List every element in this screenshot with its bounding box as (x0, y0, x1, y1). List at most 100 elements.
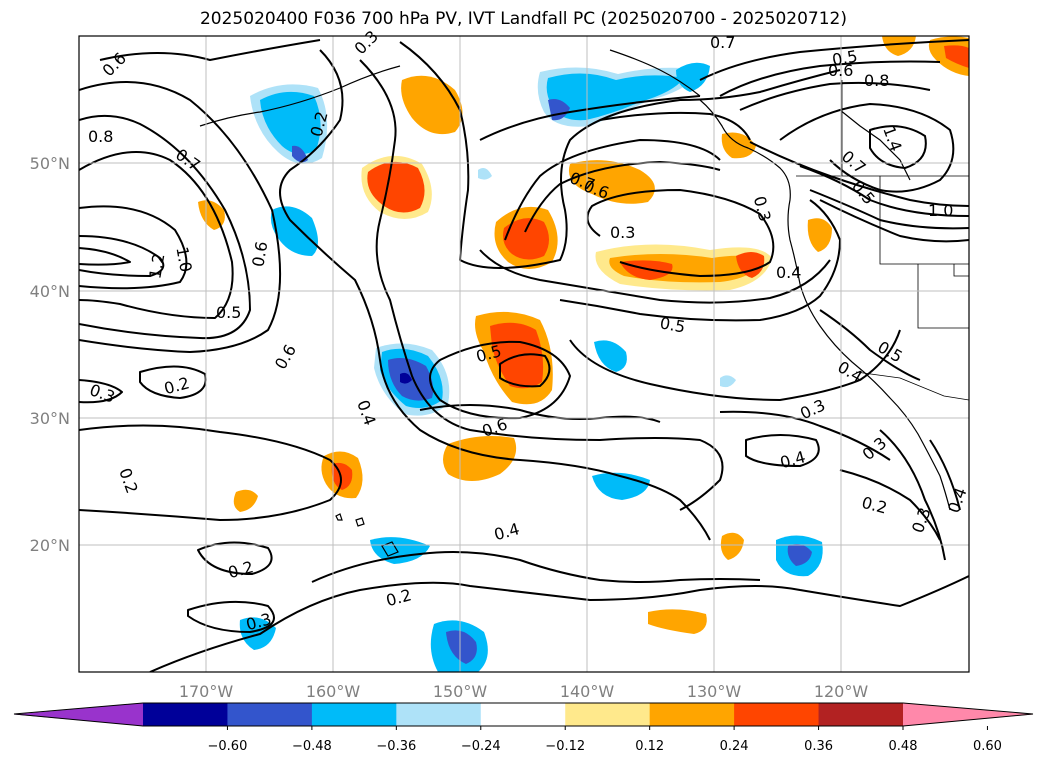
contour-line (719, 410, 891, 461)
contour-line (197, 541, 273, 575)
coastline (609, 49, 701, 97)
contour-line (569, 329, 901, 401)
pv-negative-blob (787, 544, 812, 566)
contour-line (869, 125, 927, 169)
pv-negative-blob (270, 206, 318, 256)
colorbar-tick-label: −0.48 (292, 739, 332, 754)
colorbar: −0.60 −0.48 −0.36 −0.24 −0.12 0.12 0.24 0.36 0.4… (13, 702, 1034, 754)
contour-line (99, 39, 321, 61)
contour-line (699, 39, 969, 81)
lat-label: 40°N (30, 282, 70, 301)
coastlines (199, 49, 951, 511)
pv-positive-blob (720, 532, 744, 560)
contour-line (79, 151, 234, 319)
contour-label: 0.6 (248, 240, 271, 268)
pv-negative-blob (400, 372, 412, 384)
pv-positive-blob (807, 218, 832, 252)
colorbar-cell (143, 703, 228, 726)
colorbar-cell (227, 703, 313, 726)
pv-negative-blob (594, 340, 627, 372)
colorbar-outline (13, 702, 1034, 727)
contour-line (504, 139, 721, 241)
ivt-contours (79, 39, 969, 672)
contour-line (929, 439, 961, 511)
contour-line (79, 205, 188, 290)
colorbar-cell (565, 703, 651, 726)
pv-positive-blob (331, 462, 353, 490)
pv-negative-blob (478, 168, 492, 180)
pv-negative-blob (292, 145, 308, 163)
contour-line (719, 60, 941, 97)
colorbar-tick-label: −0.60 (208, 739, 248, 754)
colorbar-tick-label: −0.36 (376, 739, 416, 754)
lat-label: 30°N (30, 409, 70, 428)
pv-positive-blob (648, 609, 707, 634)
colorbar-tick-label: 0.48 (889, 739, 918, 754)
colorbar-extend-min (14, 703, 143, 726)
colorbar-cell (649, 703, 735, 726)
contour-line (819, 199, 969, 243)
pv-positive-blob (443, 436, 517, 481)
contour-line (399, 41, 841, 269)
contour-line (79, 379, 123, 404)
pv-positive-blob (367, 161, 425, 213)
pv-negative-blob (260, 91, 321, 155)
contour-label: 0.3 (610, 223, 635, 242)
contour-line (279, 49, 711, 541)
contour-label: 0.5 (658, 313, 686, 336)
contour-line (139, 365, 207, 399)
contour-label: 0.7 (710, 33, 735, 52)
coastline (199, 65, 401, 127)
contour-line (559, 199, 841, 322)
contour-line (79, 235, 165, 277)
pv-positive-blob (944, 45, 969, 68)
lat-label: 20°N (30, 536, 70, 555)
pv-negative-blob (370, 537, 430, 564)
contour-label: 0.6 (828, 61, 853, 80)
pv-positive-blob (401, 75, 463, 135)
contour-line (599, 111, 751, 141)
colorbar-extend-max (903, 703, 1033, 726)
contour-line (149, 575, 969, 672)
colorbar-cell (818, 703, 904, 726)
colorbar-tick-label: −0.24 (461, 739, 501, 754)
colorbar-tick-label: 0.12 (635, 739, 664, 754)
contour-line (586, 189, 775, 277)
colorbar-ticks: −0.60 −0.48 −0.36 −0.24 −0.12 0.12 0.24 0.36 0.4… (208, 726, 1002, 754)
lon-label: 130°W (687, 682, 742, 701)
hawaii-islands (335, 513, 399, 557)
map-frame (78, 35, 970, 673)
coastline (699, 99, 951, 511)
pv-positive-blob (233, 489, 258, 512)
pv-positive-blob (882, 36, 916, 56)
latitude-labels: 50°N 40°N 30°N 20°N (30, 154, 70, 555)
contour-label: 1.0 (928, 201, 953, 220)
pv-negative-blob (446, 630, 477, 664)
contour-line (479, 249, 831, 304)
contour-label: 0.8 (864, 71, 889, 90)
contour-label: 0.4 (776, 263, 801, 282)
contour-label: 1.0 (172, 245, 195, 273)
colorbar-cell (396, 703, 482, 726)
contour-line (819, 309, 921, 381)
colorbar-cells (14, 703, 1033, 726)
colorbar-cell (734, 703, 820, 726)
contour-label: 0.5 (216, 303, 241, 322)
colorbar-tick-label: −0.12 (545, 739, 585, 754)
lat-label: 50°N (30, 154, 70, 173)
colorbar-cell (311, 703, 397, 726)
contour-line (419, 404, 661, 423)
contour-line (879, 429, 946, 561)
colorbar-tick-label: 0.60 (973, 739, 1002, 754)
contour-line (739, 81, 931, 111)
contour-line (499, 353, 551, 388)
lon-label: 140°W (560, 682, 615, 701)
pv-positive-blob (198, 200, 225, 230)
contour-line (79, 114, 251, 340)
pv-negative-blob (720, 375, 736, 388)
gridlines (79, 36, 969, 672)
contour-line (187, 600, 275, 633)
pv-negative-blob (546, 73, 684, 121)
contour-line (359, 59, 724, 511)
